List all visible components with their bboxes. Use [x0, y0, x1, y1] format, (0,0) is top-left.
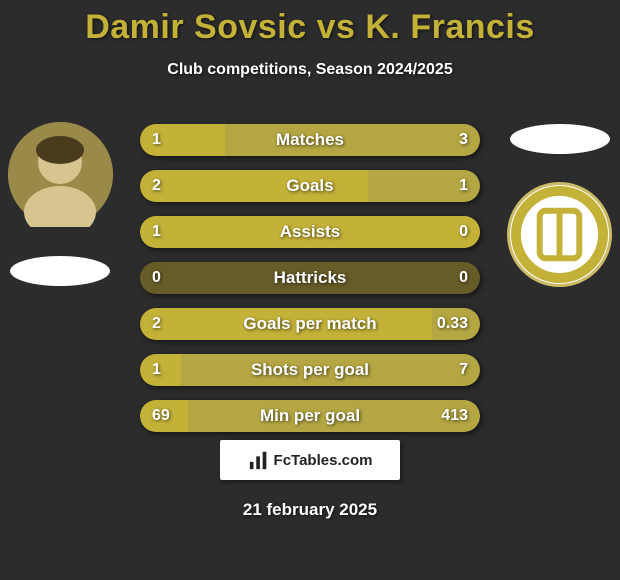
player-left-avatar — [8, 122, 113, 227]
player-right-club-logo — [507, 182, 612, 287]
stat-label: Assists — [140, 216, 480, 248]
stat-bars: 13Matches 21Goals 10Assists 00Hattricks 20.3… — [140, 124, 480, 446]
page-title: Damir Sovsic vs K. Francis — [0, 0, 620, 47]
subtitle: Club competitions, Season 2024/2025 — [0, 61, 620, 79]
stat-label: Matches — [140, 124, 480, 156]
stat-row: 69413Min per goal — [140, 400, 480, 432]
stat-label: Hattricks — [140, 262, 480, 294]
chart-icon — [248, 449, 270, 471]
stat-row: 13Matches — [140, 124, 480, 156]
stat-label: Min per goal — [140, 400, 480, 432]
player-left-club-badge — [10, 256, 110, 286]
stat-row: 00Hattricks — [140, 262, 480, 294]
comparison-card: Damir Sovsic vs K. Francis Club competit… — [0, 0, 620, 580]
watermark-text: FcTables.com — [274, 452, 373, 469]
date-text: 21 february 2025 — [0, 500, 620, 520]
watermark: FcTables.com — [220, 440, 400, 480]
stat-row: 10Assists — [140, 216, 480, 248]
stat-label: Goals per match — [140, 308, 480, 340]
club-crest-icon — [510, 185, 609, 284]
person-icon — [8, 122, 113, 227]
stat-label: Goals — [140, 170, 480, 202]
stat-label: Shots per goal — [140, 354, 480, 386]
stat-row: 21Goals — [140, 170, 480, 202]
stat-row: 20.33Goals per match — [140, 308, 480, 340]
stat-row: 17Shots per goal — [140, 354, 480, 386]
player-right-badge — [510, 124, 610, 154]
